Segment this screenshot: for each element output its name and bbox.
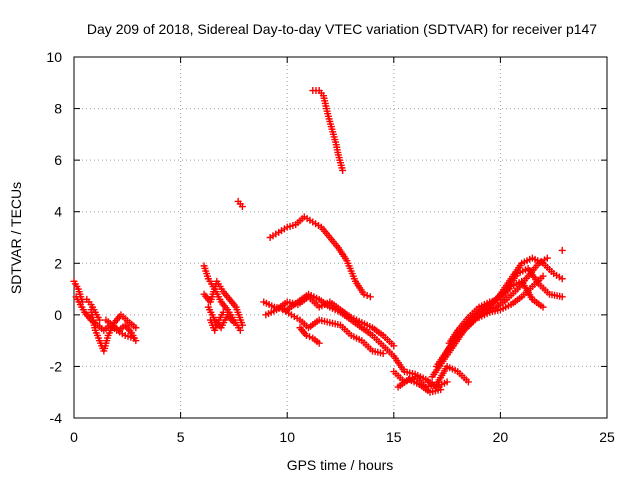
point-arc-long-2-12	[390, 342, 398, 350]
x-tick-label-5: 25	[599, 429, 615, 445]
point-arc-trough-1-7	[464, 378, 472, 386]
point-arc-upper-11-1	[363, 292, 371, 300]
y-tick-label-1: -2	[50, 358, 63, 374]
y-tick-label-7: 10	[46, 49, 62, 65]
y-tick-label-6: 8	[54, 101, 62, 117]
plot-frame	[73, 56, 608, 419]
x-tick-label-2: 10	[279, 429, 295, 445]
y-tick-label-5: 6	[54, 152, 62, 168]
point-arc-rise-3-11	[558, 293, 566, 301]
series-arc-long-4	[296, 324, 323, 347]
point-arc-early-4-5	[132, 337, 140, 345]
series-arc-rise-3	[439, 264, 566, 363]
point-arc-mid-4-3	[219, 308, 227, 316]
series-arc-trough-2	[394, 375, 445, 396]
grid-lines	[74, 57, 607, 418]
data-points	[70, 87, 566, 396]
x-tick-label-3: 15	[386, 429, 402, 445]
point-arc-long-4-1-1	[306, 333, 314, 341]
y-ticks: -4 -2 0 2 4 6 8 10	[46, 49, 607, 426]
x-ticks: 0 5 10 15 20 25	[70, 57, 615, 445]
y-tick-label-0: -4	[50, 410, 63, 426]
chart-title: Day 209 of 2018, Sidereal Day-to-day VTE…	[87, 21, 597, 37]
point-arc-long-4-1	[302, 331, 310, 339]
series-arc-rise-5	[475, 272, 547, 321]
series-arc-end	[558, 246, 566, 254]
point-arc-rise-1-11	[543, 254, 551, 262]
point-arc-long-4-3	[315, 339, 323, 347]
series-arc-short	[234, 197, 246, 211]
point-arc-trough-2-4	[437, 386, 445, 394]
series-arc-long-3	[279, 306, 387, 358]
series-arc-long-2	[262, 293, 398, 350]
point-arc-mid-3-4	[230, 319, 238, 327]
x-tick-label-0: 0	[70, 429, 78, 445]
y-tick-label-3: 2	[54, 255, 62, 271]
point-arc-long-3-10	[379, 350, 387, 358]
series-arc-mid-2	[200, 277, 246, 329]
point-arc-mid-1-6	[236, 326, 244, 334]
point-arc-short-2	[238, 203, 246, 211]
series-arc-rise-2	[432, 254, 566, 370]
x-tick-label-1: 5	[177, 429, 185, 445]
point-arc-rise-5-6	[539, 272, 547, 280]
point-arc-rise-4-9	[539, 303, 547, 311]
x-tick-label-4: 20	[493, 429, 509, 445]
point-arc-upper-12	[366, 293, 374, 301]
y-axis-title: SDTVAR / TECUs	[8, 182, 24, 294]
series-arc-high	[309, 87, 347, 174]
y-tick-label-2: 0	[54, 307, 62, 323]
series-arc-mid-4	[206, 308, 227, 334]
series-arc-upper	[266, 213, 374, 301]
x-axis-title: GPS time / hours	[287, 457, 394, 473]
series-arc-rise-4	[445, 277, 547, 347]
point-arc-rise-2-12	[558, 275, 566, 283]
point-arc-end-0	[558, 246, 566, 254]
y-tick-label-4: 4	[54, 204, 62, 220]
point-arc-high-7	[339, 166, 347, 174]
point-arc-early-3-8	[132, 324, 140, 332]
series-arc-early-1	[70, 277, 104, 324]
series-arc-early-4	[102, 316, 140, 345]
point-arc-upper-11	[360, 290, 368, 298]
point-arc-early-1-6	[96, 316, 104, 324]
point-arc-mid-2-6	[238, 321, 246, 329]
series-arc-long-1	[260, 290, 451, 391]
point-arc-long-1-17	[443, 378, 451, 386]
